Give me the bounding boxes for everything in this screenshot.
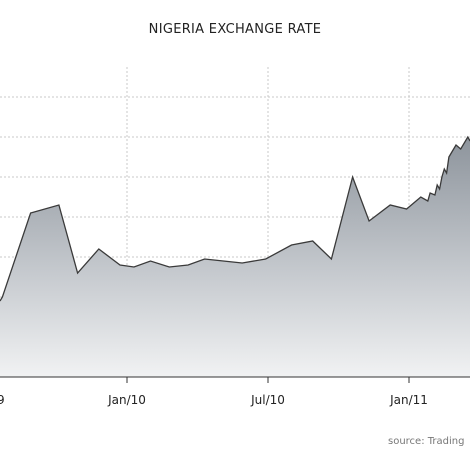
x-tick-label: Jan/10 xyxy=(107,393,146,407)
chart-title: NIGERIA EXCHANGE RATE xyxy=(148,22,322,37)
x-tick-label: Jul/10 xyxy=(250,393,285,407)
source-label: source: Trading xyxy=(388,436,464,447)
x-tick-label-partial: 9 xyxy=(0,393,5,407)
x-tick-label: Jan/11 xyxy=(389,393,428,407)
area-fill xyxy=(0,137,470,377)
series-line xyxy=(0,135,470,302)
